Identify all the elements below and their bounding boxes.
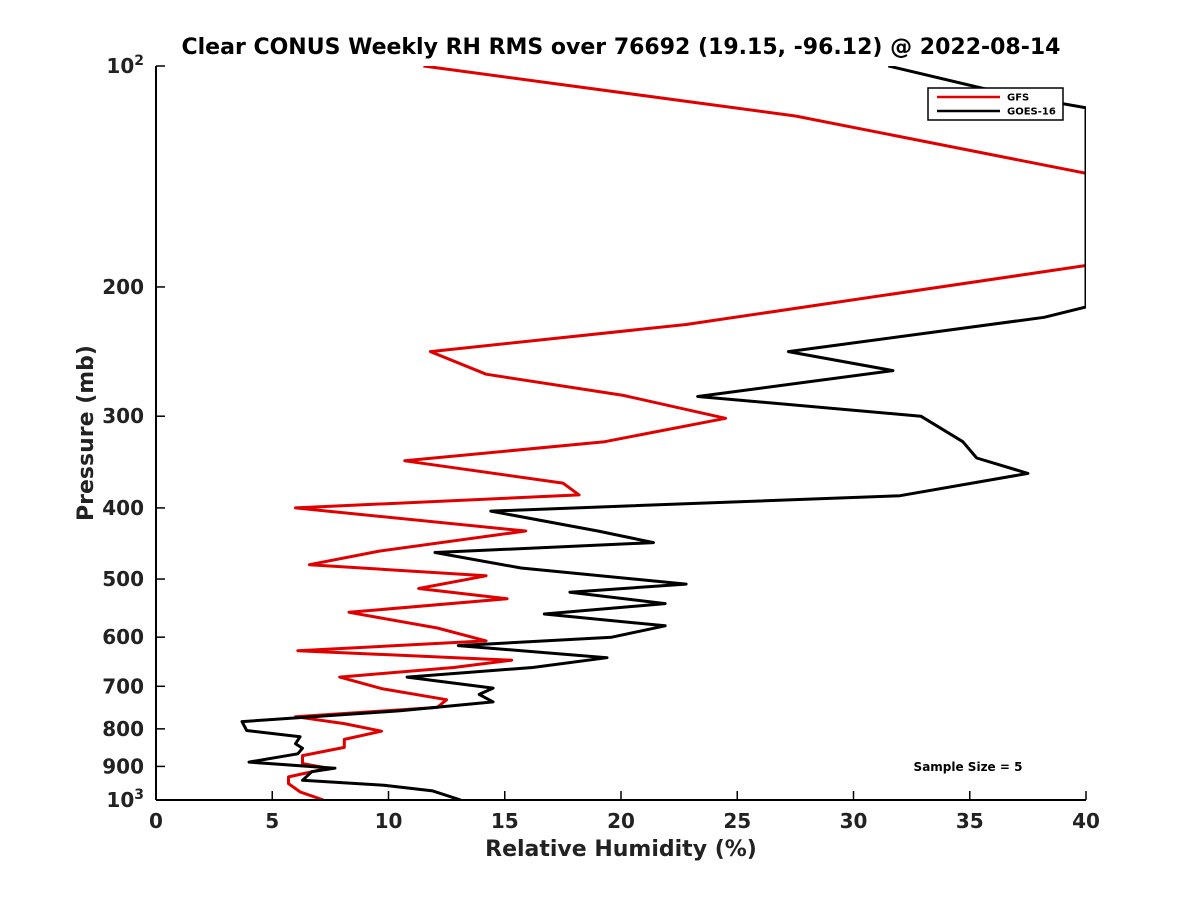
series-line-gfs	[287, 66, 1086, 800]
y-tick-label: 600	[102, 625, 144, 649]
y-tick-label: 102	[106, 53, 144, 78]
legend-label-goes-16: GOES-16	[1007, 107, 1056, 118]
y-tick-label: 300	[102, 404, 144, 428]
x-tick-label: 0	[149, 809, 163, 833]
sample-size-annotation: Sample Size = 5	[914, 760, 1023, 774]
y-axis-label: Pressure (mb)	[74, 345, 99, 521]
y-tick-label: 103	[106, 787, 144, 812]
legend: GFS GOES-16	[927, 87, 1064, 121]
x-tick-label: 35	[956, 809, 984, 833]
x-tick-label: 10	[375, 809, 403, 833]
x-tick-label: 5	[265, 809, 279, 833]
x-tick-label: 20	[607, 809, 635, 833]
series-line-goes-16	[240, 66, 1086, 800]
x-axis-label: Relative Humidity (%)	[485, 837, 757, 862]
y-tick-label: 200	[102, 275, 144, 299]
chart-title: Clear CONUS Weekly RH RMS over 76692 (19…	[182, 35, 1061, 60]
y-tick-label: 800	[102, 717, 144, 741]
y-tick-label: 700	[102, 674, 144, 698]
legend-box	[927, 87, 1064, 121]
x-tick-label: 40	[1072, 809, 1100, 833]
y-tick-label: 900	[102, 754, 144, 778]
x-axis-ticks: 0 5 10 15 20 25 30 35 40	[149, 791, 1100, 833]
legend-label-gfs: GFS	[1007, 93, 1029, 104]
x-tick-label: 15	[491, 809, 519, 833]
y-axis-ticks: 102 200 300 400 500 600 700 800 900 103	[102, 53, 165, 812]
x-tick-label: 30	[840, 809, 868, 833]
x-tick-label: 25	[723, 809, 751, 833]
y-tick-label: 400	[102, 496, 144, 520]
y-tick-label: 500	[102, 567, 144, 591]
